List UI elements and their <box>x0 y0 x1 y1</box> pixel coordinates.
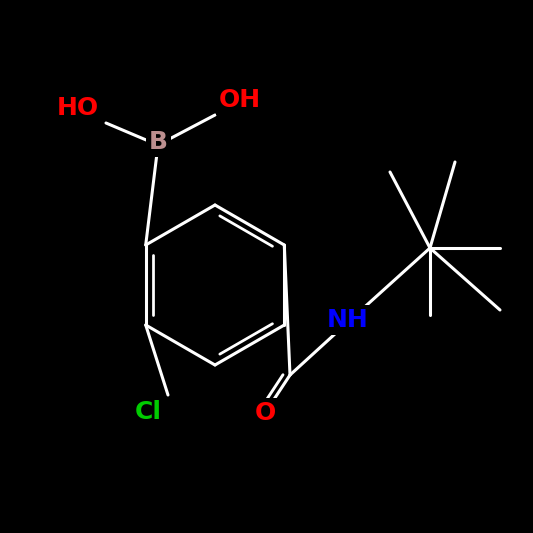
Text: B: B <box>149 130 167 154</box>
Text: O: O <box>254 401 276 425</box>
Text: NH: NH <box>327 308 369 332</box>
Text: Cl: Cl <box>134 400 161 424</box>
Text: OH: OH <box>219 88 261 112</box>
Text: HO: HO <box>57 96 99 120</box>
